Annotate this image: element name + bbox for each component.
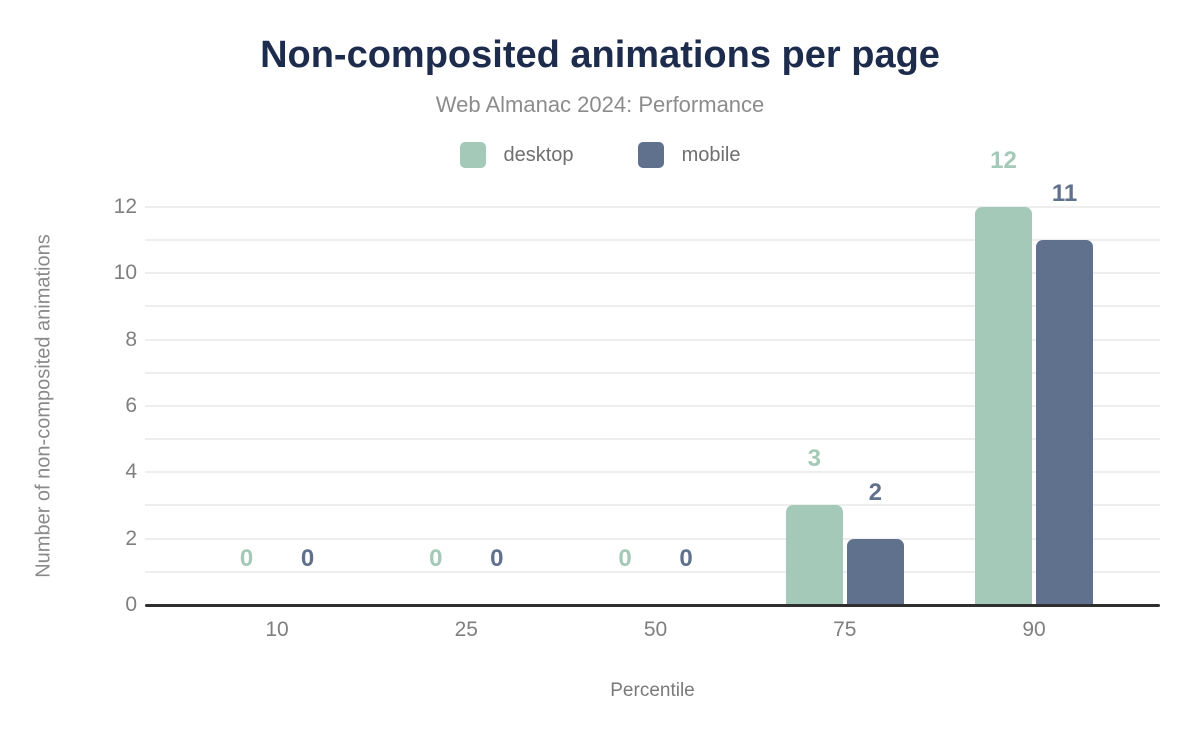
bar-mobile-p90: [1036, 240, 1093, 605]
legend-label-desktop: desktop: [503, 143, 574, 166]
gridline: [145, 537, 1160, 540]
legend-swatch-mobile: [637, 142, 664, 168]
gridline: [145, 239, 1160, 242]
chart-subtitle: Web Almanac 2024: Performance: [435, 92, 765, 117]
value-label-mobile-p25: 0: [490, 545, 504, 572]
bar-desktop-p90: [975, 206, 1032, 605]
gridline: [145, 504, 1160, 507]
value-label-desktop-p25: 0: [429, 545, 443, 572]
bar-desktop-p75: [785, 505, 843, 605]
value-label-mobile-p50: 0: [679, 545, 693, 572]
legend-item-mobile: mobile: [637, 142, 741, 168]
x-tick-label: 10: [265, 618, 289, 641]
y-axis-title: Number of non-composited animations: [32, 234, 55, 578]
gridline: [145, 570, 1160, 573]
gridline: [145, 404, 1160, 407]
legend-label-mobile: mobile: [681, 143, 741, 166]
value-label-mobile-p90: 11: [1051, 180, 1078, 208]
x-axis-line: [145, 604, 1160, 607]
legend-swatch-desktop: [459, 142, 486, 168]
y-tick-label: 4: [125, 460, 137, 484]
gridline: [145, 438, 1160, 441]
value-label-desktop-p10: 0: [239, 545, 254, 572]
chart-title: Non-composited animations per page: [260, 34, 940, 76]
value-label-desktop-p50: 0: [618, 545, 632, 572]
bar-mobile-p75: [846, 538, 904, 605]
gridline: [145, 338, 1160, 341]
gridline: [145, 272, 1160, 275]
x-tick-label: 25: [454, 618, 478, 641]
y-tick-label: 0: [125, 593, 137, 616]
value-label-mobile-p75: 2: [868, 478, 882, 506]
x-tick-label: 75: [833, 618, 857, 641]
x-tick-label: 90: [1022, 618, 1046, 641]
y-tick-label: 8: [125, 327, 137, 351]
x-tick-label: 50: [643, 618, 668, 641]
gridline: [145, 371, 1160, 374]
gridline: [145, 471, 1160, 474]
y-tick-label: 2: [125, 526, 137, 550]
x-axis-title: Percentile: [610, 680, 695, 701]
gridline: [145, 205, 1160, 208]
gridline: [145, 305, 1160, 308]
value-label-desktop-p90: 12: [990, 146, 1017, 174]
y-tick-label: 10: [113, 261, 137, 285]
y-tick-label: 12: [113, 194, 137, 218]
legend: desktop mobile: [0, 142, 1200, 168]
value-label-desktop-p75: 3: [807, 445, 821, 473]
value-label-mobile-p10: 0: [300, 545, 315, 572]
legend-item-desktop: desktop: [459, 142, 574, 168]
y-tick-label: 6: [125, 393, 137, 417]
